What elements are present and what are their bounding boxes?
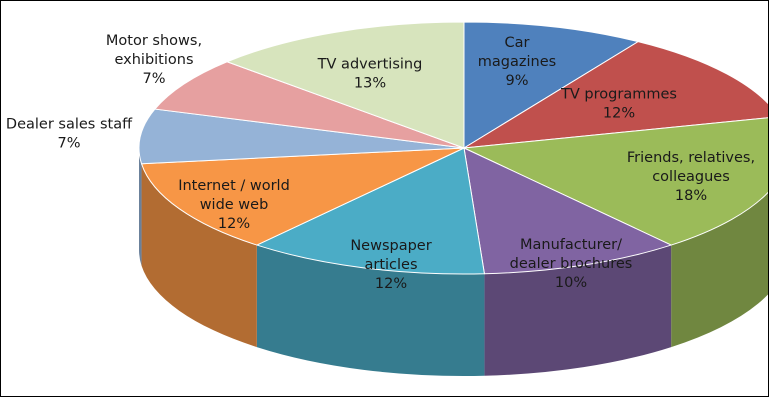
slice-label-manufacturer-dealer-brochures: Manufacturer/dealer brochures 10% xyxy=(510,237,633,291)
slice-newspaper-articles xyxy=(256,147,485,275)
pie-sides xyxy=(139,148,768,376)
slice-labels: Car magazines 9%TV programmes 12% Friends, r… xyxy=(6,33,755,292)
slice-dealer-sales-staff xyxy=(138,108,465,165)
slice-label-dealer-sales-staff: Dealer sales staff 7% xyxy=(6,117,133,152)
slice-label-motor-shows-exhibitions: Motor shows, exhibitions 7% xyxy=(106,33,202,87)
slice-side-dealer-sales-staff xyxy=(139,148,142,266)
slice-label-newspaper-articles: Newspaper articles 12% xyxy=(350,238,431,292)
slice-motor-shows-exhibitions xyxy=(154,61,465,149)
slice-tv-advertising xyxy=(226,21,465,149)
slice-friends-relatives-colleagues xyxy=(463,117,768,246)
slice-side-friends-relatives-colleagues xyxy=(671,192,768,348)
slice-label-internet-world-wide-web: Internet / world wide web 12% xyxy=(178,178,290,232)
slice-side-manufacturer-dealer-brochures xyxy=(484,245,672,376)
slice-label-friends-relatives-colleagues: Friends, relatives, colleagues 18% xyxy=(627,150,755,204)
slice-side-newspaper-articles xyxy=(256,245,485,376)
slice-label-tv-advertising: TV advertising 13% xyxy=(317,57,423,92)
slice-label-tv-programmes: TV programmes 12% xyxy=(560,87,677,122)
slice-label-car-magazines: Car magazines 9% xyxy=(478,35,556,89)
pie-slices xyxy=(138,21,768,275)
slice-internet-world-wide-web xyxy=(141,147,465,246)
slice-car-magazines xyxy=(463,21,639,149)
slice-manufacturer-dealer-brochures xyxy=(463,147,672,275)
slice-tv-programmes xyxy=(463,41,768,149)
slice-side-internet-world-wide-web xyxy=(141,163,257,348)
